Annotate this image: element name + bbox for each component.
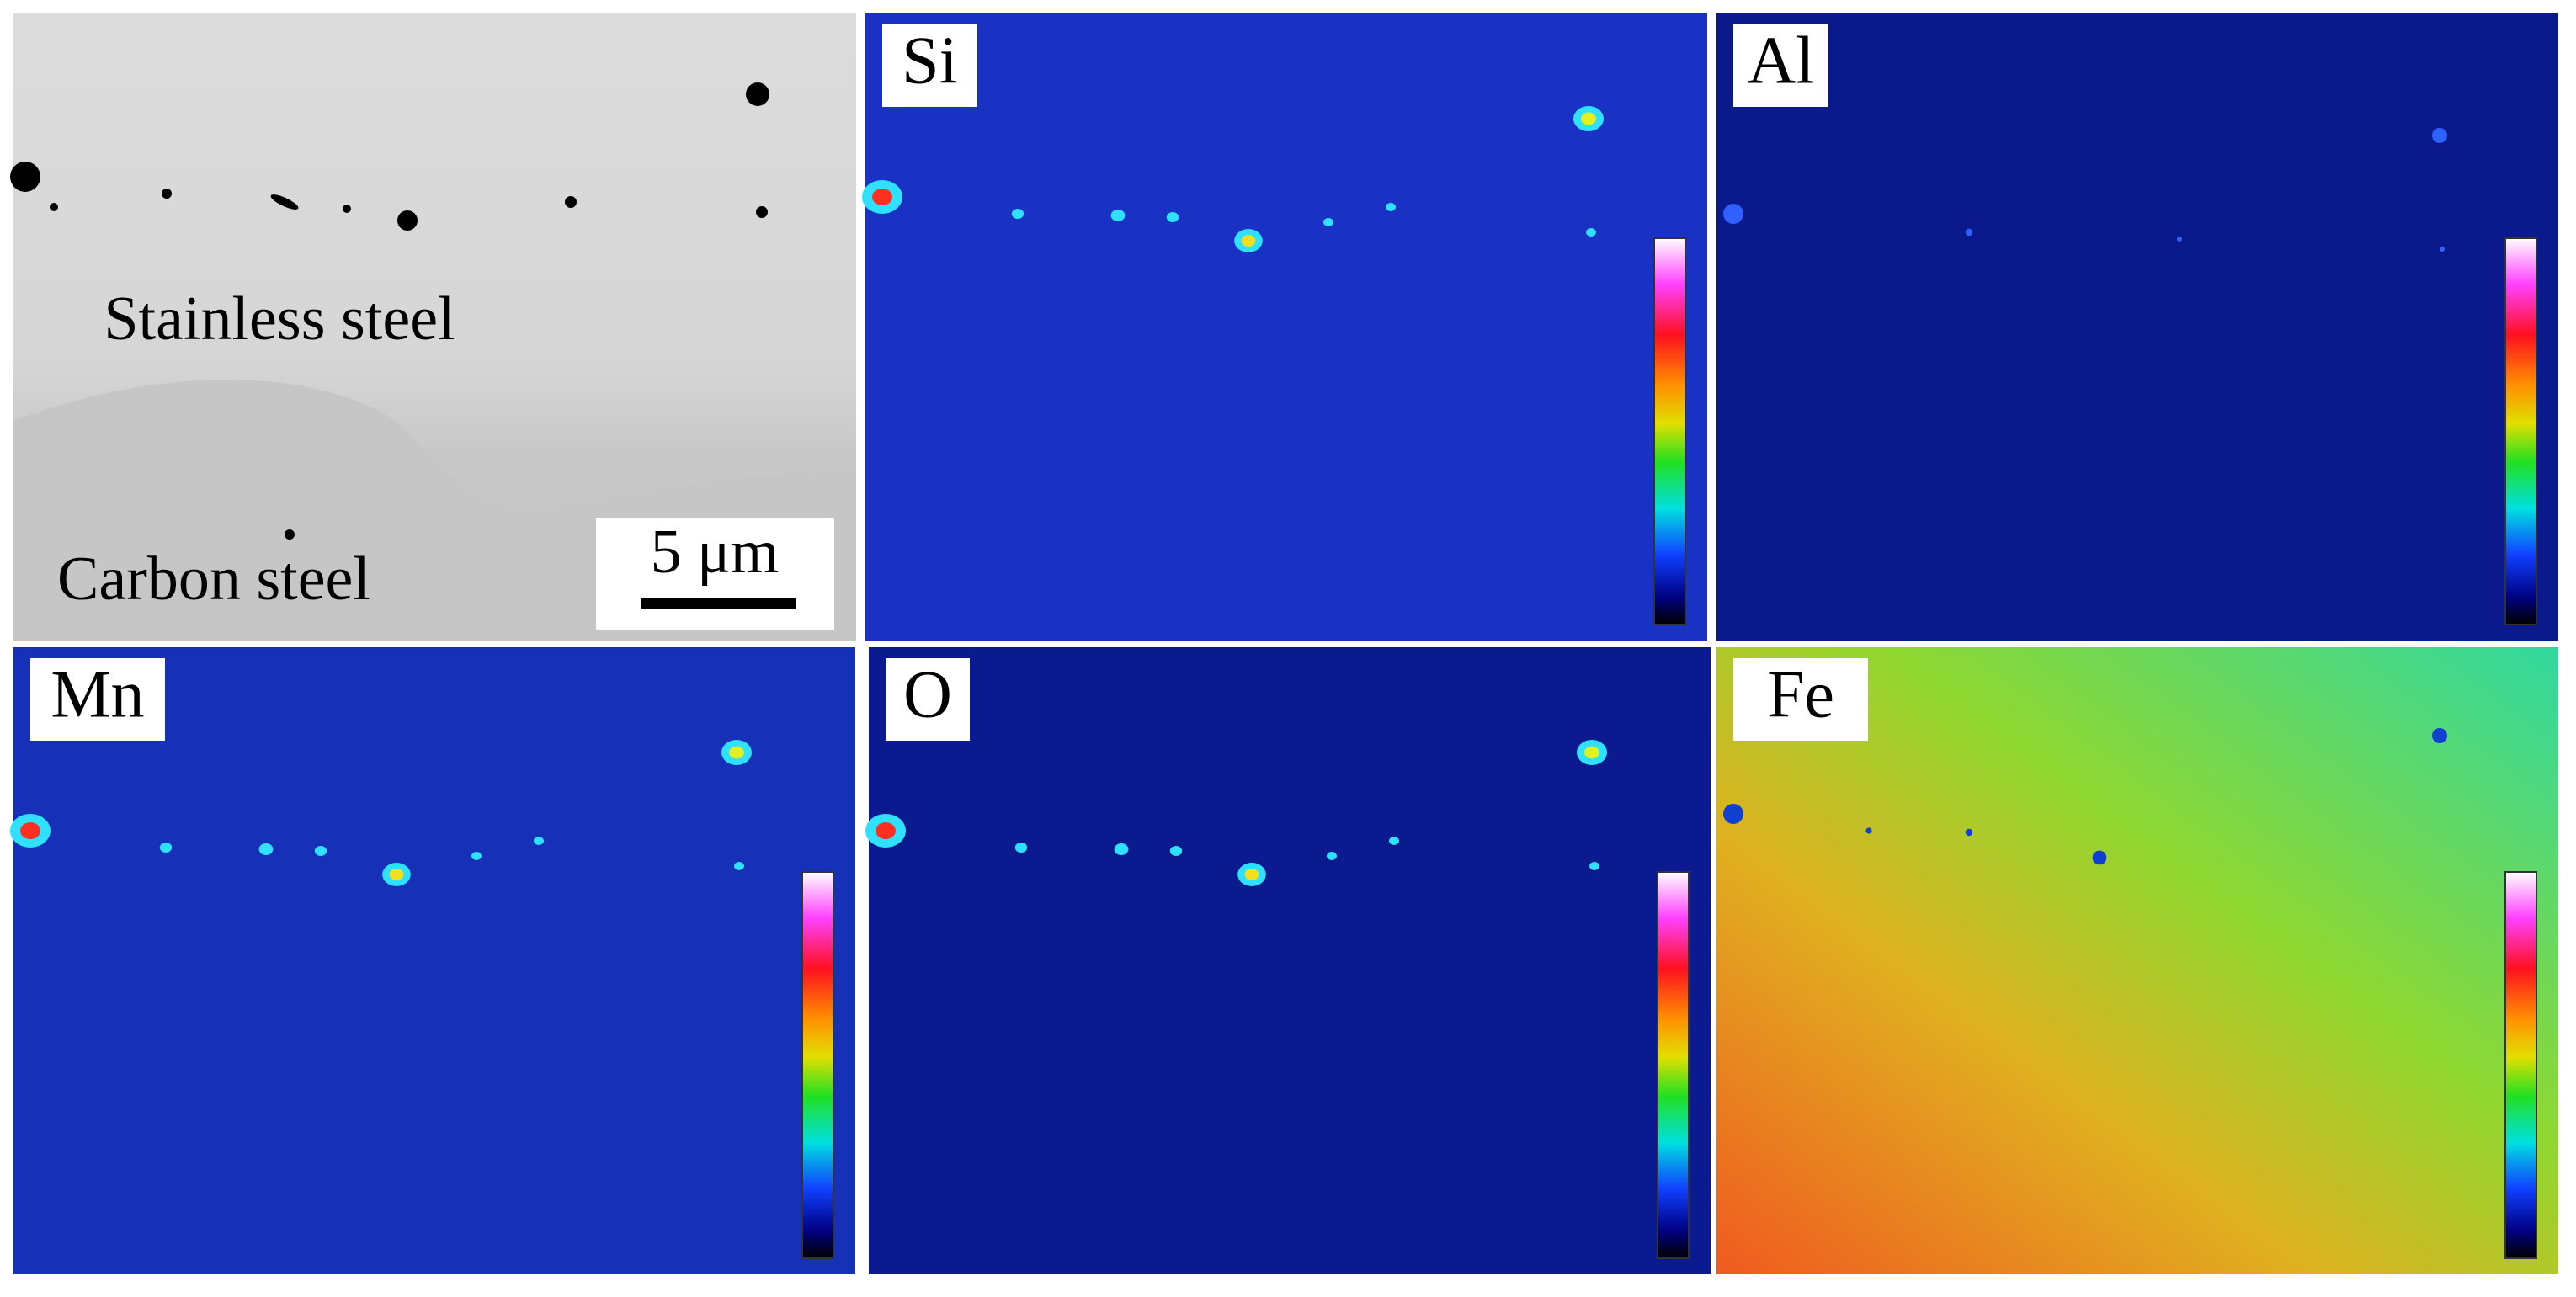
spot-core <box>1014 211 1021 216</box>
colorbar <box>1657 871 1690 1259</box>
spot-core <box>1117 846 1126 853</box>
spot <box>1965 828 1973 837</box>
spot <box>2432 128 2447 143</box>
colorbar <box>1653 237 1686 625</box>
spot-core <box>1169 215 1176 220</box>
spot <box>1965 228 1973 237</box>
spot-core <box>1392 838 1397 843</box>
spot-core <box>1581 112 1596 125</box>
spot-core <box>1329 853 1334 858</box>
label-box <box>1733 658 1868 741</box>
label-box <box>886 658 970 741</box>
spot-core <box>162 845 169 850</box>
map-label: Mn <box>51 657 144 731</box>
label-box <box>1733 24 1828 107</box>
spot <box>2432 728 2447 743</box>
spot-core <box>1114 212 1122 219</box>
colorbar <box>801 871 834 1259</box>
map-image <box>1716 13 2558 641</box>
map-label: O <box>903 657 952 731</box>
map-image <box>869 647 1711 1274</box>
spot-core <box>1244 869 1259 880</box>
spot-core <box>20 822 40 839</box>
spot-core <box>1018 845 1025 850</box>
spot-core <box>1584 746 1599 759</box>
label-box <box>882 24 977 107</box>
map-panel: Al <box>1716 13 2558 641</box>
spot-core <box>1173 848 1179 853</box>
spot <box>2440 247 2445 252</box>
sem-panel: Stainless steel Carbon steel 5 μm <box>10 13 856 641</box>
map-panel: Mn <box>10 647 855 1274</box>
scale-label: 5 μm <box>651 518 780 587</box>
spot-core <box>1592 864 1597 869</box>
map-panel: O <box>865 647 1711 1274</box>
spot <box>1723 204 1743 224</box>
map-label: Al <box>1748 24 1815 98</box>
spot-core <box>876 822 896 839</box>
scale-bar <box>641 598 796 609</box>
scale-box <box>596 518 834 630</box>
map-panel: Fe <box>1716 647 2558 1274</box>
spot-core <box>536 838 541 843</box>
spot-core <box>262 846 270 853</box>
spot-core <box>737 864 742 869</box>
sem-label: Carbon steel <box>57 545 370 614</box>
spot <box>1723 804 1743 824</box>
label-box <box>30 658 165 741</box>
colorbar <box>2504 237 2537 625</box>
map-label: Si <box>902 24 958 98</box>
pores <box>10 82 769 540</box>
map-label: Fe <box>1767 657 1834 731</box>
spot-core <box>1326 220 1331 225</box>
spot <box>2177 237 2182 242</box>
sem-label: Stainless steel <box>104 284 455 353</box>
spot-core <box>389 869 404 880</box>
spot-core <box>729 746 744 759</box>
map-image <box>1716 647 2558 1274</box>
spot-core <box>1241 235 1256 247</box>
colorbar <box>2504 871 2537 1259</box>
spot-core <box>474 853 479 858</box>
map-image <box>865 13 1707 641</box>
spot-core <box>317 848 324 853</box>
spot-core <box>872 189 892 205</box>
spot <box>1865 827 1872 834</box>
spot-core <box>1388 205 1393 210</box>
spot <box>2092 850 2107 865</box>
spot-core <box>1589 230 1594 235</box>
map-image <box>13 647 855 1274</box>
map-panel: Si <box>862 13 1707 641</box>
